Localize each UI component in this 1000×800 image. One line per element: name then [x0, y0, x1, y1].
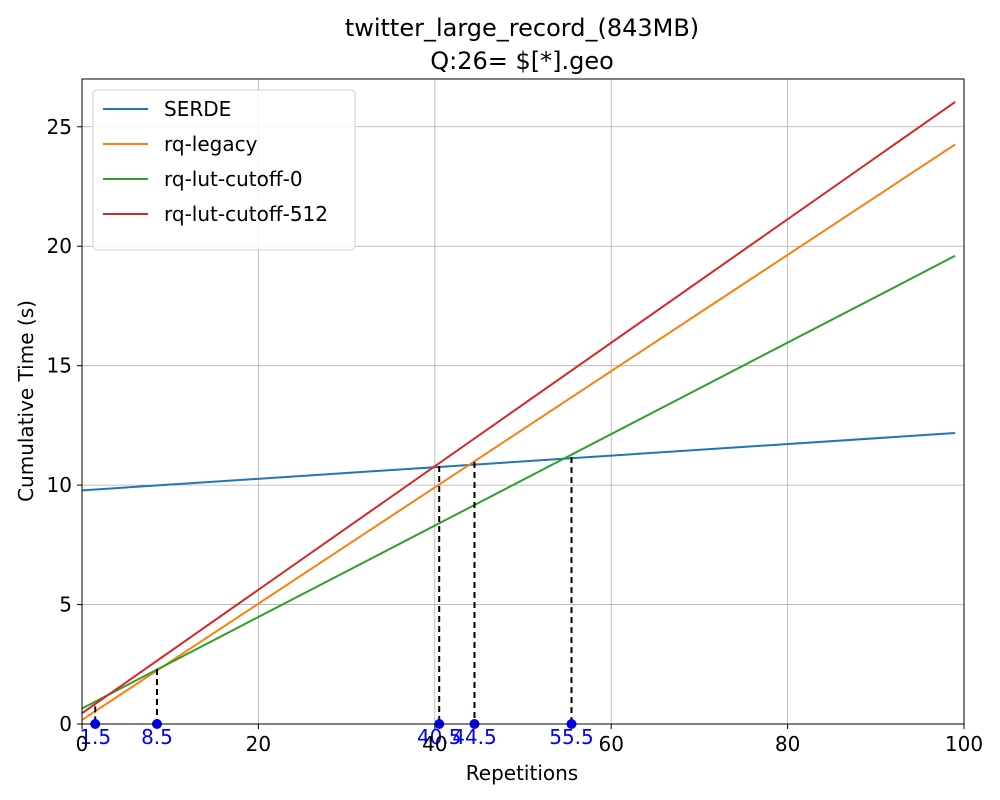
y-tick-label: 25: [47, 115, 72, 139]
series-lines: [81, 101, 956, 721]
legend-label: rq-lut-cutoff-512: [164, 202, 328, 226]
x-tick-label: 20: [246, 732, 271, 756]
x-tick-label: 60: [598, 732, 623, 756]
legend-label: rq-lut-cutoff-0: [164, 167, 303, 191]
chart-subtitle: Q:26= $[*].geo: [430, 47, 614, 75]
x-tick-label: 80: [775, 732, 800, 756]
legend: SERDE rq-legacy rq-lut-cutoff-0 rq-lut-cuto…: [92, 89, 356, 251]
x-tick-label: 40: [422, 732, 447, 756]
legend-label: SERDE: [164, 97, 231, 121]
y-tick-label: 15: [47, 354, 72, 378]
y-tick-label: 20: [47, 234, 72, 258]
x-tick-label: 0: [76, 732, 89, 756]
y-tick-label: 5: [59, 593, 72, 617]
y-tick-label: 10: [47, 473, 72, 497]
crossover-label: 44.5: [452, 725, 497, 749]
chart-title: twitter_large_record_(843MB): [345, 14, 699, 42]
x-axis-label: Repetitions: [466, 761, 578, 785]
legend-box: [92, 89, 356, 251]
x-tick-label: 100: [945, 732, 983, 756]
crossover-label: 55.5: [549, 725, 594, 749]
crossover-label: 8.5: [141, 725, 173, 749]
crossover-label: 40.5: [417, 725, 462, 749]
series-line-SERDE: [81, 432, 956, 492]
series-line-rq-legacy: [81, 143, 956, 721]
legend-label: rq-legacy: [164, 132, 258, 156]
crossover-markers: 1.5 8.5 40.544.5 55.5: [79, 457, 594, 749]
crossover-label: 1.5: [79, 725, 111, 749]
series-line-rq-lut-cutoff-512: [81, 101, 956, 715]
y-axis-label: Cumulative Time (s): [14, 300, 38, 502]
plot-frame: [81, 78, 965, 725]
series-line-rq-lut-cutoff-0: [81, 254, 956, 710]
y-tick-label: 0: [59, 712, 72, 736]
axis-ticks: 0 20 40 60 80 100 0 5 10 15 20 25: [47, 115, 984, 756]
